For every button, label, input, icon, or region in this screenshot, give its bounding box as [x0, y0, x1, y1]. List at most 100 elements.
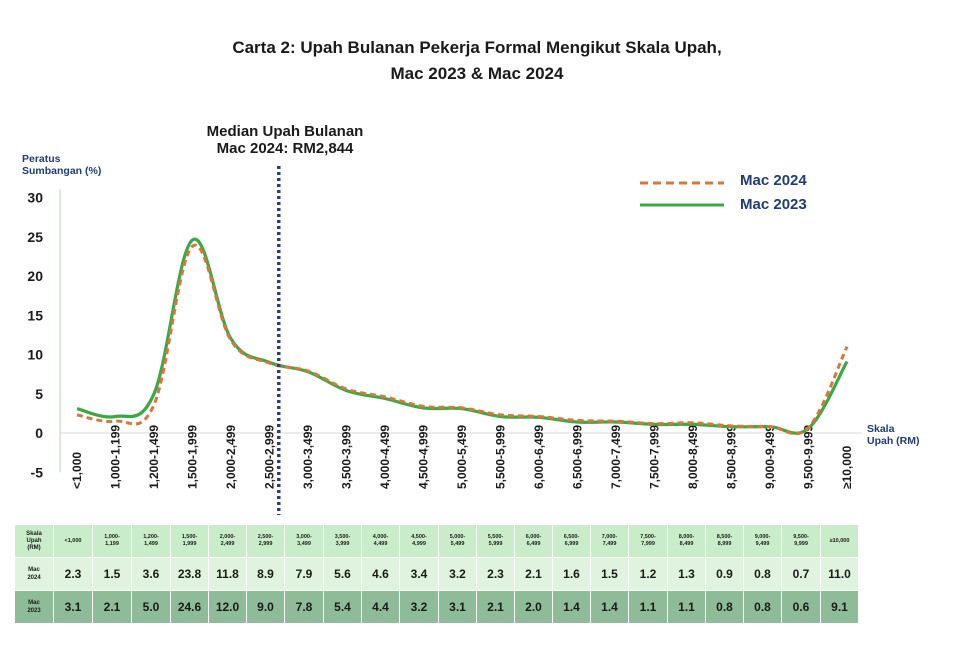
y-tick-label: 15	[27, 307, 43, 323]
y-tick-label: 25	[27, 229, 43, 245]
x-tick-label: <1,000	[70, 452, 84, 489]
table-row-header: Mac 2024	[15, 558, 53, 590]
table-header-cell: 1,000- 1,199	[93, 525, 131, 557]
table-cell: 7.9	[285, 558, 323, 590]
x-tick-label: 1,200-1,499	[147, 425, 161, 489]
table-header-cell: 6,500- 6,999	[553, 525, 590, 557]
table-cell: 0.8	[744, 558, 781, 590]
table-cell: 1.4	[591, 591, 628, 623]
y-tick-label: 30	[27, 190, 43, 206]
y-axis-label-line2: Sumbangan (%)	[22, 165, 102, 177]
median-annotation-line2: Mac 2024: RM2,844	[216, 140, 354, 157]
y-tick-label: 5	[35, 386, 43, 402]
table-header-cell: 3,500- 3,999	[324, 525, 361, 557]
table-header-row: Skala Upah (RM) <1,000 1,000- 1,199 1,200- 1,49…	[15, 525, 858, 557]
x-tick-label: 3,500-3,999	[340, 425, 354, 489]
table-header-cell: <1,000	[54, 525, 92, 557]
table-cell: 24.6	[171, 591, 208, 623]
table-cell: 3.4	[400, 558, 438, 590]
series-line-mac-2024	[76, 243, 849, 436]
x-tick-label: 6,500-6,999	[571, 425, 585, 489]
table-cell: 5.6	[324, 558, 361, 590]
table-cell: 3.2	[439, 558, 476, 590]
y-tick-label: -5	[31, 464, 44, 480]
table-header-cell: 9,500- 9,999	[782, 525, 820, 557]
y-axis-label-line1: Peratus	[22, 153, 61, 165]
x-tick-label: 5,500-5,999	[494, 425, 508, 489]
table-cell: 3.2	[400, 591, 438, 623]
x-tick-label: 3,000-3,499	[301, 425, 315, 489]
table-header-cell: 8,500- 8,999	[706, 525, 743, 557]
table-cell: 2.3	[54, 558, 92, 590]
table-header-cell: 7,500- 7,999	[629, 525, 667, 557]
legend-label-mac-2024: Mac 2024	[740, 172, 807, 189]
table-cell: 1.2	[629, 558, 667, 590]
legend-label-mac-2023: Mac 2023	[740, 196, 807, 213]
table-cell: 8.9	[247, 558, 284, 590]
table-cell: 3.1	[54, 591, 92, 623]
x-tick-label: 7,500-7,999	[648, 425, 662, 489]
table-cell: 5.4	[324, 591, 361, 623]
x-axis-label-line2: Upah (RM)	[867, 435, 920, 447]
data-table: Skala Upah (RM) <1,000 1,000- 1,199 1,200- 1,49…	[14, 524, 859, 624]
x-tick-label: 9,500-9,999	[802, 425, 816, 489]
table-header-cell: 8,000- 8,499	[668, 525, 705, 557]
table-cell: 7.8	[285, 591, 323, 623]
chart-title: Carta 2: Upah Bulanan Pekerja Formal Men…	[232, 38, 722, 57]
table-cell: 0.7	[782, 558, 820, 590]
table-row: Mac 2023 3.1 2.1 5.0 24.6 12.0 9.0 7.8 5.4 4.4 3.2 3…	[15, 591, 858, 623]
table-row-header: Mac 2023	[15, 591, 53, 623]
y-tick-label: 20	[27, 268, 43, 284]
table-cell: 2.1	[515, 558, 552, 590]
table-cell: 0.8	[706, 591, 743, 623]
table-cell: 9.1	[821, 591, 858, 623]
table-cell: 1.5	[591, 558, 628, 590]
table-cell: 5.0	[132, 591, 170, 623]
x-tick-label: 8,500-8,999	[725, 425, 739, 489]
table-cell: 0.9	[706, 558, 743, 590]
table-cell: 2.1	[477, 591, 514, 623]
table-row: Mac 2024 2.3 1.5 3.6 23.8 11.8 8.9 7.9 5.6 4.6 3.4 3…	[15, 558, 858, 590]
table-header-cell: ≥10,000	[821, 525, 858, 557]
table-header-cell: 4,500- 4,999	[400, 525, 438, 557]
table-cell: 1.1	[629, 591, 667, 623]
x-tick-label: 6,000-6,499	[532, 425, 546, 489]
table-header-cell: 4,000- 4,499	[362, 525, 399, 557]
table-header-cell: 1,200- 1,499	[132, 525, 170, 557]
table-row-header: Skala Upah (RM)	[15, 525, 53, 557]
x-tick-label: 2,000-2,499	[224, 425, 238, 489]
table-header-cell: 7,000- 7,499	[591, 525, 628, 557]
table-cell: 1.6	[553, 558, 590, 590]
table-cell: 3.6	[132, 558, 170, 590]
table-header-cell: 5,500- 5,999	[477, 525, 514, 557]
table-header-cell: 1,500- 1,999	[171, 525, 208, 557]
x-tick-label: 2,500-2,999	[263, 425, 277, 489]
table-cell: 0.8	[744, 591, 781, 623]
table-cell: 1.1	[668, 591, 705, 623]
table-cell: 11.8	[209, 558, 246, 590]
table-cell: 4.6	[362, 558, 399, 590]
table-cell: 2.0	[515, 591, 552, 623]
table-cell: 11.0	[821, 558, 858, 590]
table-cell: 4.4	[362, 591, 399, 623]
x-tick-label: 7,000-7,499	[609, 425, 623, 489]
chart-subtitle: Mac 2023 & Mac 2024	[390, 64, 564, 83]
median-annotation-line1: Median Upah Bulanan	[206, 123, 364, 140]
x-tick-label: ≥10,000	[840, 445, 854, 489]
x-tick-label: 1,500-1,999	[186, 425, 200, 489]
table-header-cell: 6,000- 6,499	[515, 525, 552, 557]
table-header-cell: 2,500- 2,999	[247, 525, 284, 557]
x-tick-label: 1,000-1,199	[109, 425, 123, 489]
table-cell: 1.3	[668, 558, 705, 590]
table-cell: 2.3	[477, 558, 514, 590]
y-tick-label: 10	[27, 347, 43, 363]
table-cell: 9.0	[247, 591, 284, 623]
table-header-cell: 5,000- 5,499	[439, 525, 476, 557]
table-cell: 12.0	[209, 591, 246, 623]
table-cell: 3.1	[439, 591, 476, 623]
table-header-cell: 3,000- 3,499	[285, 525, 323, 557]
table-cell: 1.5	[93, 558, 131, 590]
line-chart: 30 25 20 15 10 5 0 -5 <1,000 1,000-1,199 1,200-1,4…	[27, 166, 862, 515]
table-cell: 0.6	[782, 591, 820, 623]
x-tick-label: 4,000-4,499	[378, 425, 392, 489]
